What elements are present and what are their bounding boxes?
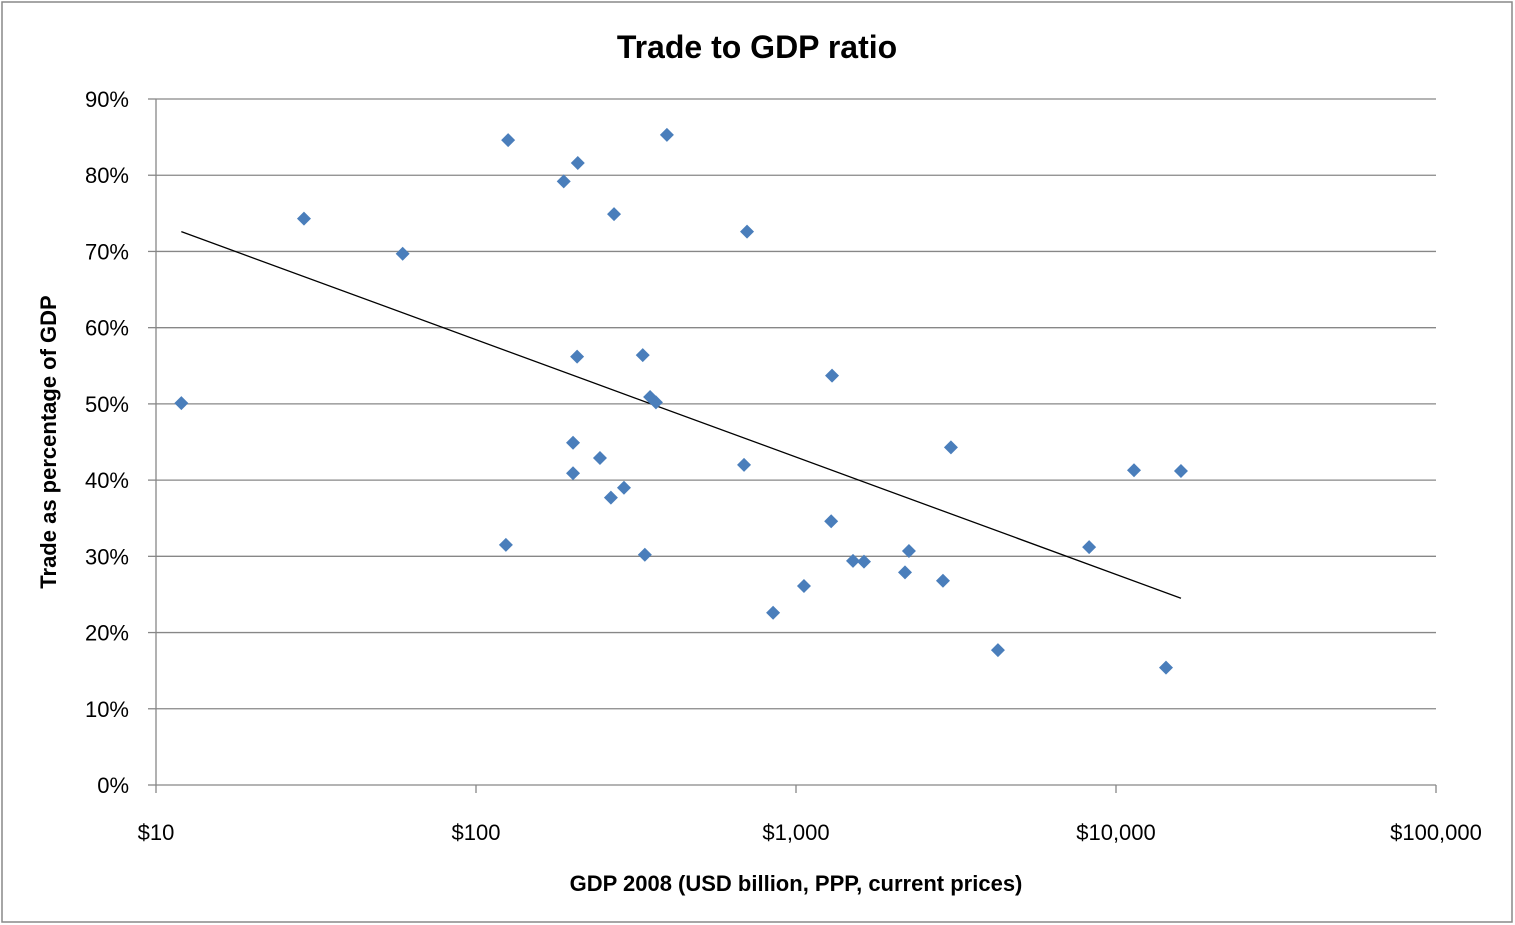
y-tick-label: 30% [85,544,129,569]
data-point [856,554,871,569]
data-point [1082,540,1097,555]
data-point [1127,463,1142,478]
y-axis-title: Trade as percentage of GDP [36,295,61,588]
y-tick-label: 0% [97,773,129,798]
y-tick-label: 70% [85,239,129,264]
x-tick-label: $10 [138,820,175,845]
data-point [607,207,622,222]
data-point [174,396,189,411]
y-tick-label: 20% [85,621,129,646]
data-point [566,466,581,481]
data-point [1173,463,1188,478]
data-point [659,127,674,142]
chart-title: Trade to GDP ratio [617,29,897,65]
x-tick-label: $100,000 [1390,820,1482,845]
data-point [570,156,585,171]
data-point [556,174,571,189]
data-point [296,211,311,226]
data-point [766,605,781,620]
y-tick-label: 40% [85,468,129,493]
y-tick-label: 90% [85,87,129,112]
data-point [935,573,950,588]
data-point [943,440,958,455]
data-point [498,537,513,552]
data-point [648,395,663,410]
data-point [603,490,618,505]
data-point [635,348,650,363]
y-tick-label: 50% [85,392,129,417]
data-point [845,553,860,568]
data-point [592,451,607,466]
data-point [825,368,840,383]
data-point [501,133,516,148]
data-point [898,565,913,580]
trendline [181,231,1182,599]
x-tick-label: $10,000 [1076,820,1156,845]
y-tick-label: 10% [85,697,129,722]
data-point [737,457,752,472]
x-tick-label: $1,000 [762,820,829,845]
data-point [990,643,1005,658]
data-point [395,246,410,261]
data-point [796,579,811,594]
x-tick-label: $100 [452,820,501,845]
data-point [570,349,585,364]
y-tick-label: 80% [85,163,129,188]
data-point [1158,660,1173,675]
data-point [616,480,631,495]
data-point [740,224,755,239]
y-tick-label: 60% [85,316,129,341]
data-point [824,514,839,529]
data-point [901,543,916,558]
data-point [637,547,652,562]
data-point [566,435,581,450]
x-axis-title: GDP 2008 (USD billion, PPP, current pric… [570,871,1023,896]
